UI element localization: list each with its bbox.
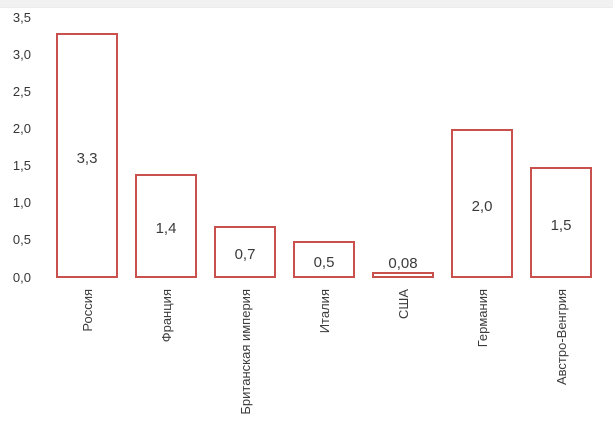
x-axis-category-label: Британская империя [238,289,253,415]
x-axis-category-label: Италия [317,289,332,334]
bar [214,226,276,278]
bar-value-label: 0,08 [388,255,418,272]
bar [372,272,434,278]
y-axis-tick-label: 1,0 [12,195,31,211]
y-axis-tick-label: 3,5 [12,9,31,25]
bar [451,129,513,278]
x-axis-category-label: Австро-Венгрия [554,289,569,386]
bar-value-label: 2,0 [471,197,493,215]
y-axis-tick-label: 1,5 [12,158,31,174]
y-axis-tick-label: 0,5 [12,232,31,248]
bar [293,241,355,278]
bar [135,174,197,278]
x-axis-category-label: США [396,289,411,319]
bar [530,167,592,278]
bar-value-label: 1,4 [155,220,177,237]
y-axis-tick-label: 0,0 [12,269,31,285]
y-axis-tick-label: 3,0 [12,46,31,62]
bar-value-label: 0,5 [313,253,335,271]
x-axis-category-label: Германия [475,289,490,348]
bar [56,33,118,278]
y-axis-tick-label: 2,0 [12,120,31,136]
x-axis-category-label: Франция [159,289,174,343]
bar-value-label: 0,7 [234,246,256,263]
window-top-strip [0,0,613,8]
bar-value-label: 1,5 [550,216,572,234]
bar-chart: 0,0 0,5 1,0 1,5 2,0 2,5 3,0 3,5 3,3 1,4 0,7 0,5 0,0… [0,8,613,442]
y-axis-tick-label: 2,5 [12,83,31,99]
x-axis-category-label: Россия [80,289,95,332]
bar-value-label: 3,3 [76,149,98,167]
